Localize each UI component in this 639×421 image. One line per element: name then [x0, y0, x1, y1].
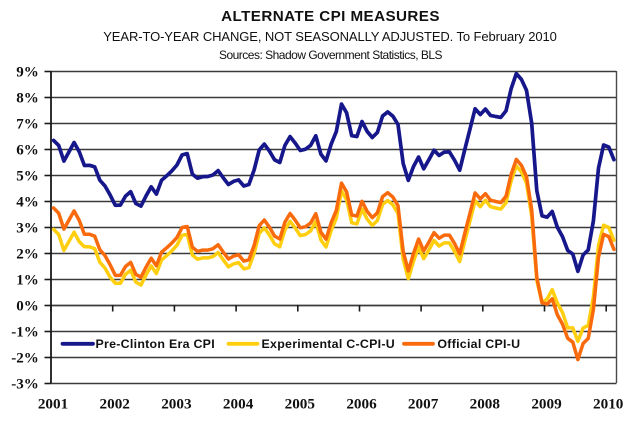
svg-text:2001: 2001 — [38, 396, 68, 413]
svg-text:5%: 5% — [16, 169, 39, 185]
svg-text:6%: 6% — [16, 143, 39, 159]
svg-text:Pre-Clinton Era CPI: Pre-Clinton Era CPI — [96, 337, 215, 351]
svg-text:2009: 2009 — [531, 396, 562, 413]
svg-text:-2%: -2% — [11, 351, 39, 367]
svg-text:2007: 2007 — [408, 396, 439, 413]
svg-text:3%: 3% — [16, 221, 39, 237]
svg-text:1%: 1% — [16, 273, 39, 289]
svg-text:2%: 2% — [16, 247, 39, 263]
svg-text:2010: 2010 — [593, 396, 624, 413]
svg-text:2006: 2006 — [346, 396, 377, 413]
svg-text:0%: 0% — [16, 299, 39, 315]
svg-text:4%: 4% — [16, 195, 39, 211]
svg-text:2004: 2004 — [223, 396, 254, 413]
svg-text:Official CPI-U: Official CPI-U — [437, 337, 520, 351]
svg-text:7%: 7% — [16, 117, 39, 133]
svg-text:2002: 2002 — [100, 396, 130, 413]
svg-text:2005: 2005 — [285, 396, 316, 413]
svg-text:2008: 2008 — [470, 396, 501, 413]
svg-text:-3%: -3% — [11, 377, 39, 393]
svg-text:2003: 2003 — [161, 396, 192, 413]
svg-text:Experimental C-CPI-U: Experimental C-CPI-U — [262, 337, 395, 351]
svg-text:8%: 8% — [16, 91, 39, 107]
svg-text:9%: 9% — [16, 65, 39, 81]
svg-text:-1%: -1% — [11, 325, 39, 341]
